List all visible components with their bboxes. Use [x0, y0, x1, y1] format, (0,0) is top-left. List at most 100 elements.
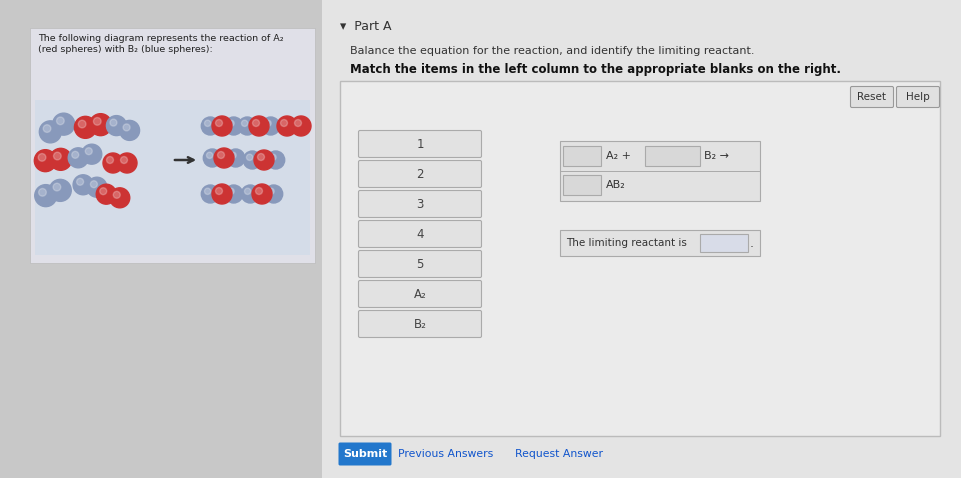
Circle shape [281, 120, 287, 127]
Circle shape [249, 116, 269, 136]
Text: Request Answer: Request Answer [515, 449, 603, 459]
FancyBboxPatch shape [358, 161, 481, 187]
FancyBboxPatch shape [358, 281, 481, 307]
Circle shape [110, 119, 117, 126]
Circle shape [256, 187, 262, 195]
Circle shape [50, 148, 72, 170]
Circle shape [117, 153, 137, 173]
Circle shape [73, 175, 93, 195]
Circle shape [252, 184, 272, 204]
Circle shape [294, 120, 302, 127]
Circle shape [110, 188, 130, 208]
Circle shape [107, 156, 113, 163]
Circle shape [268, 188, 274, 195]
Text: A₂: A₂ [413, 287, 427, 301]
Circle shape [93, 118, 101, 125]
Circle shape [86, 148, 92, 155]
Circle shape [74, 116, 96, 138]
Text: The limiting reactant is: The limiting reactant is [566, 238, 687, 248]
Circle shape [253, 120, 259, 127]
Circle shape [35, 150, 57, 172]
Text: AB₂: AB₂ [606, 180, 626, 190]
Circle shape [89, 114, 111, 136]
FancyBboxPatch shape [35, 100, 310, 255]
Circle shape [201, 117, 219, 135]
Circle shape [53, 183, 61, 191]
Circle shape [57, 117, 64, 125]
Circle shape [267, 151, 284, 169]
Circle shape [38, 188, 46, 196]
Circle shape [238, 117, 257, 135]
Text: ▾  Part A: ▾ Part A [340, 20, 391, 33]
Text: B₂: B₂ [413, 317, 427, 330]
Circle shape [123, 124, 130, 131]
Circle shape [68, 148, 88, 168]
Circle shape [228, 188, 234, 195]
Circle shape [72, 152, 79, 158]
Circle shape [241, 120, 248, 127]
Circle shape [258, 153, 264, 161]
Text: Previous Answers: Previous Answers [398, 449, 493, 459]
Circle shape [119, 120, 139, 141]
Text: Submit: Submit [343, 449, 387, 459]
Circle shape [212, 116, 232, 136]
Circle shape [78, 120, 86, 128]
FancyBboxPatch shape [338, 443, 391, 466]
Circle shape [277, 116, 297, 136]
Text: Balance the equation for the reaction, and identify the limiting reactant.: Balance the equation for the reaction, a… [350, 46, 754, 56]
Circle shape [225, 117, 243, 135]
Circle shape [246, 154, 253, 161]
Circle shape [43, 125, 51, 132]
FancyBboxPatch shape [358, 130, 481, 157]
Text: B₂ →: B₂ → [704, 151, 729, 161]
Circle shape [215, 187, 223, 195]
FancyBboxPatch shape [322, 0, 961, 478]
FancyBboxPatch shape [30, 28, 315, 263]
Circle shape [86, 177, 107, 197]
Circle shape [291, 116, 311, 136]
Circle shape [113, 191, 120, 198]
Circle shape [214, 148, 234, 168]
Circle shape [103, 153, 123, 173]
Circle shape [215, 120, 223, 127]
FancyBboxPatch shape [358, 220, 481, 248]
Circle shape [212, 184, 232, 204]
FancyBboxPatch shape [700, 234, 748, 252]
Circle shape [38, 153, 46, 161]
Circle shape [120, 156, 128, 163]
Circle shape [205, 188, 210, 195]
Circle shape [54, 152, 62, 160]
Circle shape [265, 120, 271, 127]
Text: 4: 4 [416, 228, 424, 240]
Circle shape [35, 185, 57, 206]
Circle shape [270, 154, 276, 161]
Circle shape [225, 185, 243, 203]
Text: Help: Help [906, 92, 930, 102]
Circle shape [49, 179, 71, 201]
FancyBboxPatch shape [358, 311, 481, 337]
Circle shape [96, 184, 116, 204]
Circle shape [264, 185, 283, 203]
Circle shape [207, 152, 212, 158]
Circle shape [204, 149, 221, 167]
FancyBboxPatch shape [358, 250, 481, 278]
Circle shape [254, 150, 274, 170]
FancyBboxPatch shape [560, 230, 760, 256]
Circle shape [230, 152, 236, 158]
Circle shape [243, 151, 261, 169]
FancyBboxPatch shape [645, 146, 700, 166]
Circle shape [244, 188, 251, 195]
Text: Match the items in the left column to the appropriate blanks on the right.: Match the items in the left column to th… [350, 63, 841, 76]
Text: Reset: Reset [857, 92, 886, 102]
Text: The following diagram represents the reaction of A₂
(red spheres) with B₂ (blue : The following diagram represents the rea… [38, 34, 283, 54]
Circle shape [100, 188, 107, 195]
Circle shape [53, 113, 75, 135]
Text: 5: 5 [416, 258, 424, 271]
FancyBboxPatch shape [340, 81, 940, 436]
Circle shape [90, 181, 97, 188]
Circle shape [217, 152, 225, 159]
Circle shape [107, 116, 127, 136]
Text: .: . [750, 237, 754, 250]
FancyBboxPatch shape [560, 141, 760, 201]
Text: 3: 3 [416, 197, 424, 210]
